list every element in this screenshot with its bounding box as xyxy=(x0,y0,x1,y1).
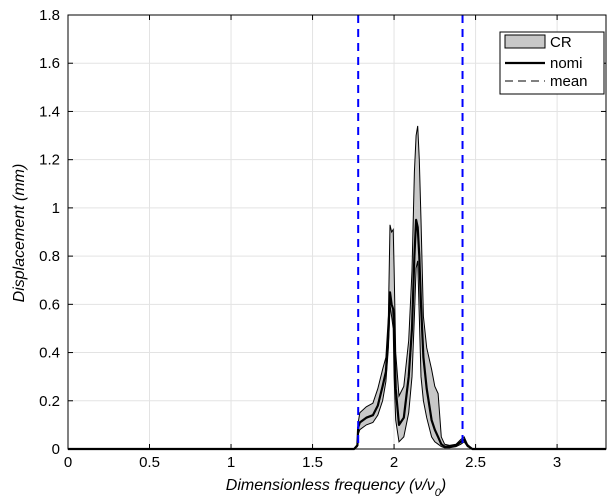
legend-label-cr: CR xyxy=(550,34,572,51)
x-tick-label: 0 xyxy=(64,454,72,471)
axis-ticks: 0 0.5 1 1.5 2 2.5 3 0 0.2 0.4 0.6 0.8 1 1.2 1.4 1.6 1.8 xyxy=(39,7,606,471)
x-tick-label: 3 xyxy=(553,454,561,471)
x-tick-label: 2 xyxy=(390,454,398,471)
y-tick-label: 0.4 xyxy=(39,345,60,362)
x-tick-label: 0.5 xyxy=(139,454,160,471)
cr-band-lower-edge xyxy=(353,260,473,450)
cr-band-upper-edge xyxy=(353,125,473,450)
vertical-bounds xyxy=(357,15,464,449)
y-tick-label: 0.2 xyxy=(39,393,60,410)
y-tick-label: 1.6 xyxy=(39,55,60,72)
y-tick-label: 1.8 xyxy=(39,7,60,24)
x-axis-label-subscript: 0 xyxy=(435,487,442,499)
x-axis-label: Dimensionless frequency (ν/ν0) xyxy=(226,477,446,499)
series-lines xyxy=(68,218,606,451)
legend-label-mean: mean xyxy=(550,73,588,90)
series-line-nomi xyxy=(68,218,606,451)
y-tick-label: 1.2 xyxy=(39,152,60,169)
y-tick-label: 1.4 xyxy=(39,103,60,120)
plot-frame xyxy=(67,14,607,450)
y-tick-label: 0.8 xyxy=(39,248,60,265)
y-tick-label: 0 xyxy=(52,441,60,458)
legend-label-nomi: nomi xyxy=(550,55,583,72)
y-tick-label: 1 xyxy=(52,200,60,217)
legend-swatch-cr xyxy=(504,34,546,49)
x-tick-label: 1 xyxy=(227,454,235,471)
x-tick-label: 1.5 xyxy=(302,454,323,471)
x-tick-label: 2.5 xyxy=(465,454,486,471)
y-tick-label: 0.6 xyxy=(39,296,60,313)
legend: CR nomi mean xyxy=(499,31,605,95)
y-axis-label: Displacement (mm) xyxy=(11,164,28,303)
